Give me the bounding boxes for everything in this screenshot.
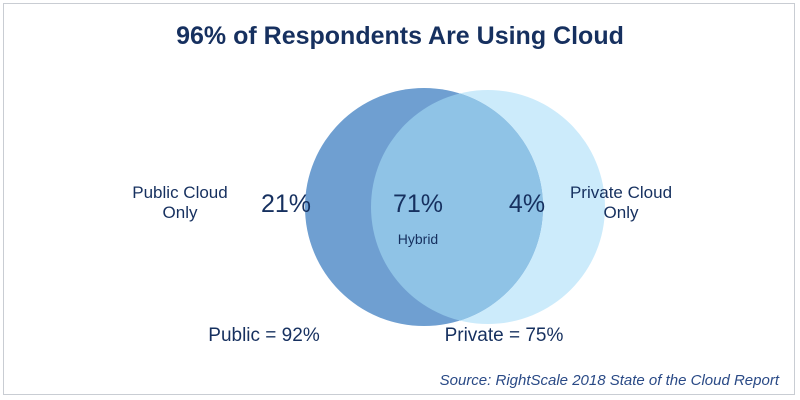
chart-title: 96% of Respondents Are Using Cloud: [176, 22, 624, 50]
public-only-label-line-1: Public Cloud: [132, 183, 227, 202]
hybrid-value: 71%: [393, 190, 443, 218]
source-note: Source: RightScale 2018 State of the Clo…: [440, 372, 780, 389]
private-total-label: Private = 75%: [445, 325, 564, 346]
hybrid-label: Hybrid: [398, 231, 438, 247]
private-only-value: 4%: [509, 190, 545, 218]
public-total-label: Public = 92%: [208, 325, 320, 346]
private-only-label-line-1: Private Cloud: [570, 183, 672, 202]
private-only-label-line-2: Only: [604, 203, 639, 222]
hybrid-overlap-region: [371, 90, 543, 324]
public-only-value: 21%: [261, 190, 311, 218]
public-only-label-line-2: Only: [163, 203, 198, 222]
